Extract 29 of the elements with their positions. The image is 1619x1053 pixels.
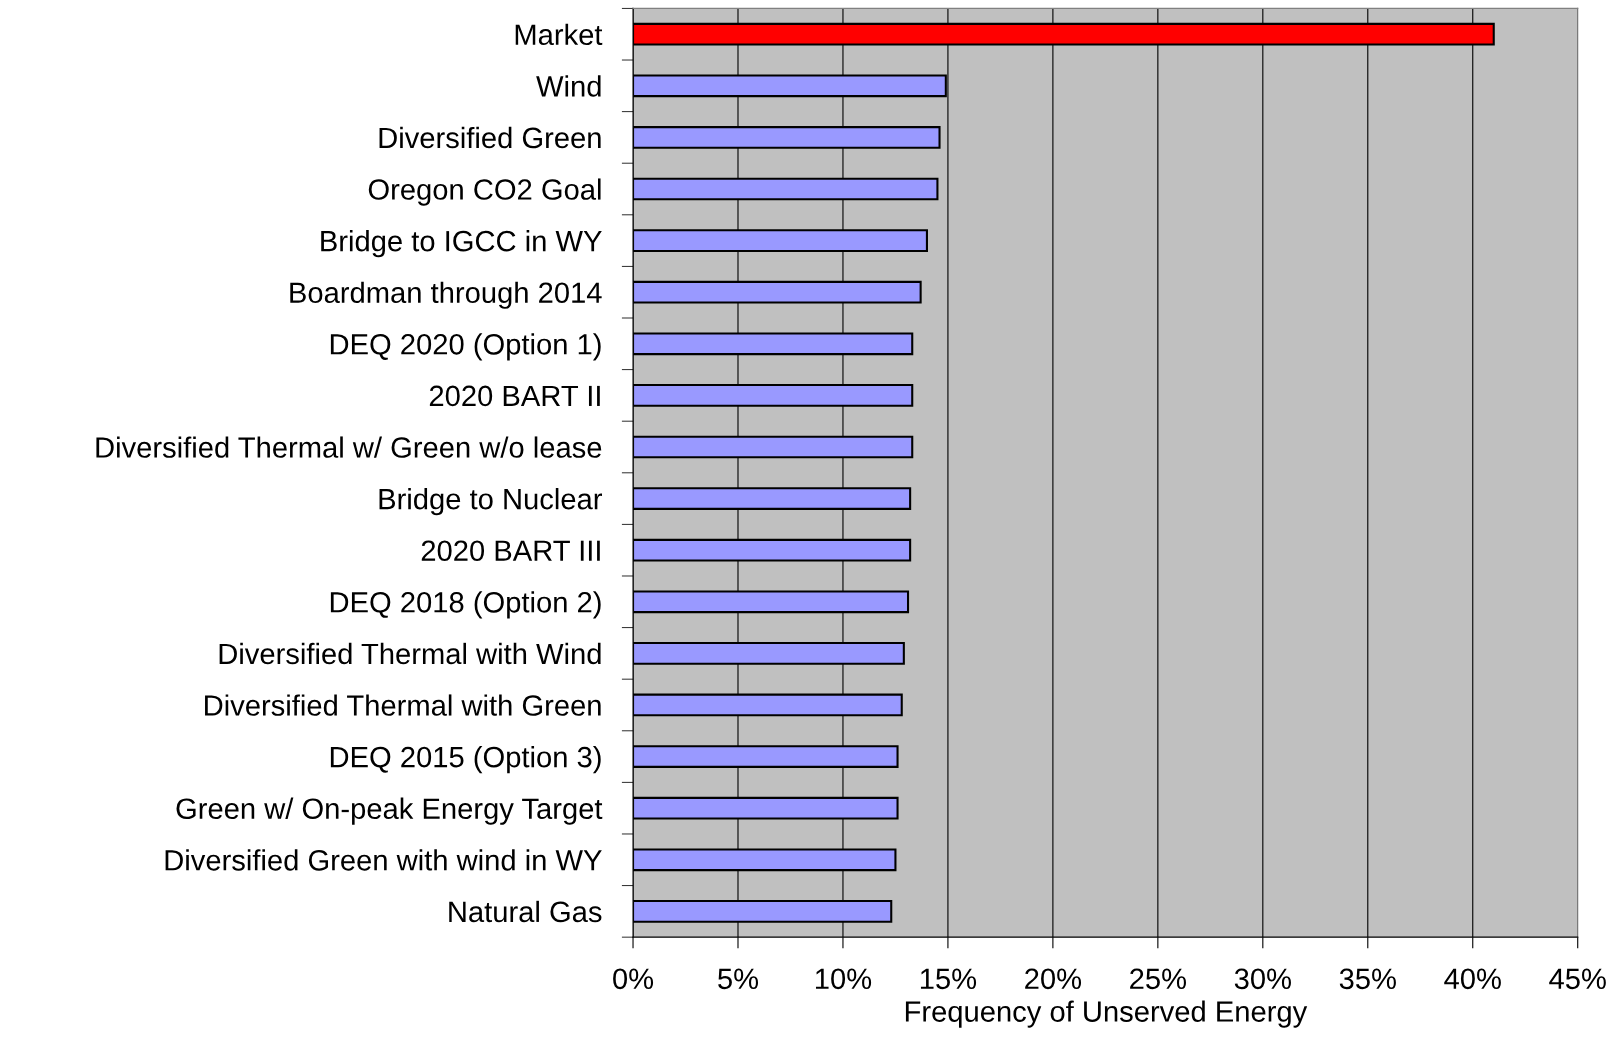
y-tick-label: DEQ 2018 (Option 2)	[330, 591, 601, 619]
x-tick-label: 30%	[1234, 968, 1291, 990]
y-tick-label: 2020 BART II	[429, 385, 600, 407]
x-tick-label: 10%	[816, 968, 872, 990]
y-tick-label: DEQ 2020 (Option 1)	[330, 333, 601, 361]
x-axis-title: Frequency of Unserved Energy	[905, 1000, 1308, 1028]
y-tick-label: Green w/ On-peak Energy Target	[176, 797, 603, 825]
y-tick-label: 2020 BART III	[421, 540, 600, 562]
x-tick-label: 45%	[1549, 968, 1606, 990]
y-tick-label: Market	[515, 23, 603, 46]
y-tick-label: Bridge to Nuclear	[379, 488, 602, 516]
y-tick-label: Diversified Green	[379, 126, 601, 149]
x-tick-label: 0%	[613, 968, 654, 990]
y-tick-label: Diversified Thermal w/ Green w/o lease	[96, 436, 602, 458]
y-tick-label: Wind	[536, 75, 601, 97]
y-tick-label: Oregon CO2 Goal	[368, 178, 601, 206]
y-tick-label: Diversified Thermal with Green	[205, 694, 601, 716]
y-tick-label: Bridge to IGCC in WY	[321, 230, 602, 258]
y-tick-label: DEQ 2015 (Option 3)	[330, 746, 601, 774]
y-tick-label: Natural Gas	[449, 900, 602, 923]
x-tick-label: 15%	[920, 968, 977, 990]
x-tick-label: 5%	[718, 968, 759, 990]
y-tick-label: Diversified Thermal with Wind	[219, 642, 601, 665]
x-tick-label: 35%	[1339, 968, 1396, 990]
x-tick-label: 25%	[1130, 968, 1187, 990]
x-tick-label: 20%	[1025, 968, 1082, 990]
x-tick-label: 40%	[1444, 968, 1501, 990]
y-tick-label: Boardman through 2014	[290, 281, 602, 309]
y-tick-label: Diversified Green with wind in WY	[165, 849, 602, 871]
